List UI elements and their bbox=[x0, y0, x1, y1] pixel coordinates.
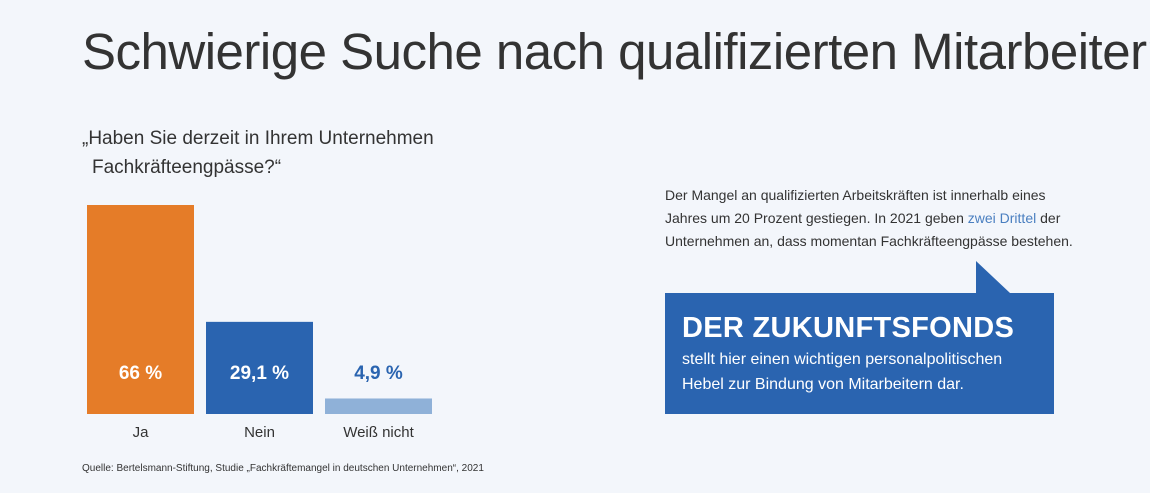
survey-question: „Haben Sie derzeit in Ihrem Unternehmen … bbox=[82, 124, 434, 182]
bar-value-label-1: 66 % bbox=[119, 363, 162, 384]
question-line-1: „Haben Sie derzeit in Ihrem Unternehmen bbox=[82, 128, 434, 149]
callout-box: DER ZUKUNFTSFONDS stellt hier einen wich… bbox=[665, 293, 1054, 414]
info-text-part-2: der Unternehmen an, dass momentan Fachkr… bbox=[665, 210, 1073, 249]
info-text: Der Mangel an qualifizierten Arbeitskräf… bbox=[665, 184, 1085, 253]
bar-2 bbox=[206, 321, 313, 414]
category-label-3: Weiß nicht bbox=[343, 424, 414, 441]
bar-value-label-3: 4,9 % bbox=[354, 363, 403, 384]
bar-value-label-2: 29,1 % bbox=[230, 363, 289, 384]
info-highlight: zwei Drittel bbox=[967, 210, 1037, 226]
category-label-2: Nein bbox=[244, 424, 275, 441]
question-line-2: Fachkräfteengpässe?“ bbox=[92, 157, 282, 178]
page-title: Schwierige Suche nach qualifizierten Mit… bbox=[82, 23, 1150, 80]
callout-pointer bbox=[976, 261, 1010, 293]
callout-body: stellt hier einen wichtigen personalpoli… bbox=[682, 351, 1003, 393]
bar-3 bbox=[325, 398, 432, 414]
callout-headline: DER ZUKUNFTSFONDS bbox=[682, 312, 1015, 344]
category-label-1: Ja bbox=[133, 424, 150, 441]
bar-1 bbox=[87, 205, 194, 414]
info-text-part-1: Der Mangel an qualifizierten Arbeitskräf… bbox=[665, 187, 1046, 226]
source-note: Quelle: Bertelsmann-Stiftung, Studie „Fa… bbox=[82, 463, 484, 474]
